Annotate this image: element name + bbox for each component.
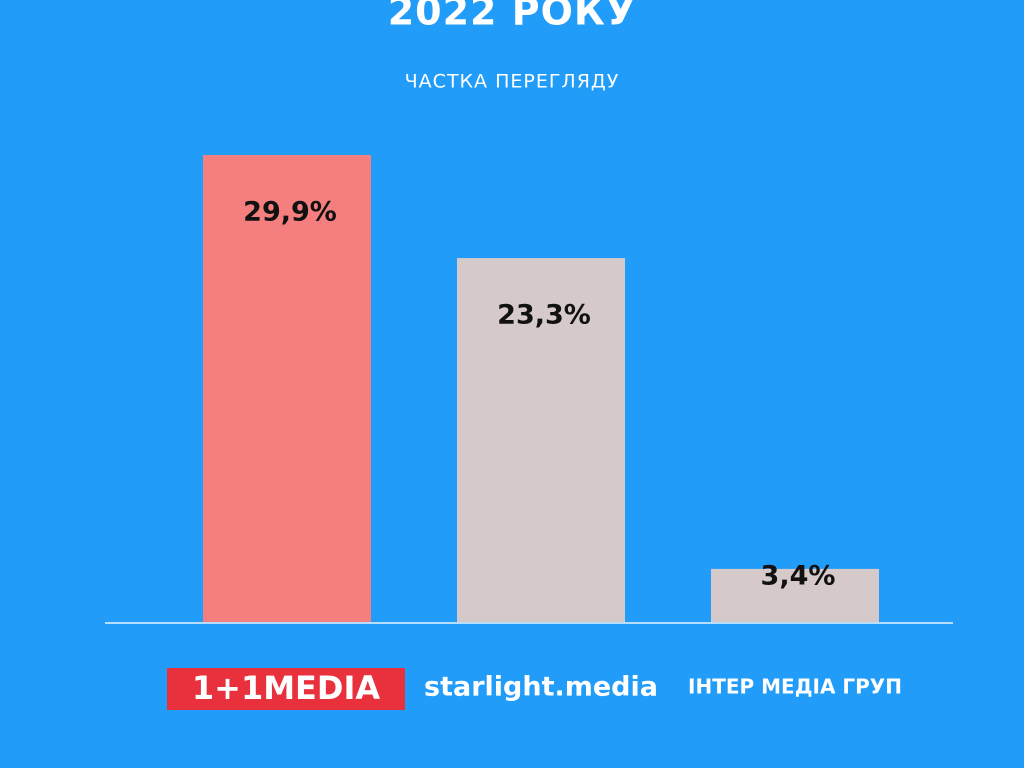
value-label: 23,3%: [497, 300, 591, 331]
bar: [203, 155, 371, 622]
logo-box: [167, 668, 405, 710]
value-label: 3,4%: [761, 561, 836, 592]
bar: [711, 568, 879, 622]
chart-subtitle: ЧАСТКА ПЕРЕГЛЯДУ: [405, 71, 620, 93]
category-label: 1+1MEDIA: [192, 669, 381, 707]
category-label: starlight.media: [424, 672, 658, 703]
category-label: ІНТЕР МЕДІА ГРУП: [688, 675, 902, 699]
bar: [457, 258, 625, 622]
chart-title: 2022 РОКУ: [388, 0, 637, 34]
value-label: 29,9%: [243, 197, 337, 228]
